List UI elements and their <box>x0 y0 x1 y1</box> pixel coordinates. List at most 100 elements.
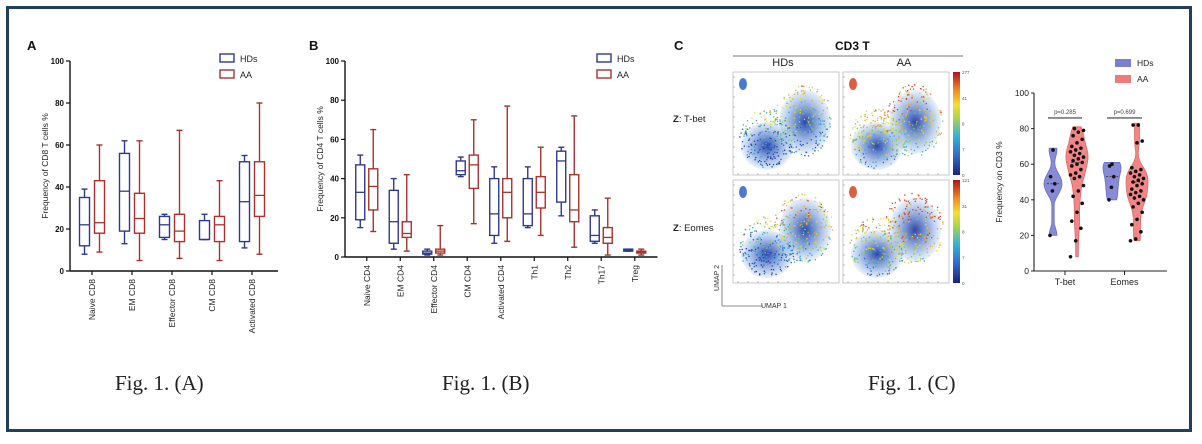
umap-cell-point <box>793 141 796 143</box>
umap-cell-point <box>890 245 892 247</box>
umap-cell-point <box>820 254 823 256</box>
umap-cell-point <box>760 163 762 165</box>
umap-cell-point <box>849 242 851 244</box>
umap-cell-point <box>928 255 930 257</box>
umap-cell-point <box>866 219 869 221</box>
umap-cell-point <box>780 138 782 140</box>
umap-cell-point <box>885 117 887 119</box>
umap-cell-point <box>874 259 877 261</box>
umap-cell-point <box>805 222 808 224</box>
umap-cell-point <box>902 239 905 241</box>
umap-cell-point <box>908 211 911 213</box>
umap-cell-point <box>854 148 856 151</box>
umap-cell-point <box>871 112 873 114</box>
data-point <box>1131 180 1135 184</box>
box-iqr <box>93 179 106 234</box>
umap-cell-point <box>855 153 857 156</box>
box-iqr <box>213 215 226 243</box>
umap-cell-point <box>772 132 775 134</box>
umap-cell-point <box>810 139 812 141</box>
umap-cell-point <box>769 240 772 242</box>
umap-cell-point <box>765 162 768 165</box>
data-point <box>1128 192 1133 197</box>
umap-cell-point <box>899 123 902 125</box>
umap-cell-point <box>750 235 752 238</box>
umap-cell-point <box>889 129 892 132</box>
umap-cell-point <box>785 205 788 207</box>
umap-cell-point <box>753 263 755 265</box>
umap-cell-point <box>805 248 807 250</box>
umap-cell-point <box>889 225 891 227</box>
umap-cell-point <box>932 115 934 118</box>
umap-cell-point <box>817 249 819 251</box>
umap-cell-point <box>823 214 825 216</box>
umap-cell-point <box>775 250 778 252</box>
umap-cell-point <box>857 145 860 148</box>
violin-aa-t-bet <box>1065 126 1089 259</box>
data-point <box>1075 162 1079 166</box>
umap-cell-point <box>756 122 759 125</box>
umap-cell-point <box>789 221 791 223</box>
umap-cell-point <box>812 148 814 150</box>
umap-cell-point <box>768 227 770 229</box>
umap-cell-point <box>905 140 907 142</box>
umap-cell-point <box>882 122 884 124</box>
umap-cell-point <box>904 252 907 254</box>
umap-cell-point <box>784 227 787 229</box>
umap-cell-point <box>789 143 791 146</box>
umap-cell-point <box>766 261 768 263</box>
umap-cell-point <box>870 125 872 127</box>
umap-cell-point <box>886 232 888 235</box>
y-axis-label: Frequency of CD4 T cells % <box>315 106 325 212</box>
data-point <box>1070 164 1074 168</box>
umap-cell-point <box>939 111 941 114</box>
umap-cell-point <box>896 226 898 228</box>
umap-cell-point <box>879 236 882 238</box>
umap-cell-point <box>781 235 783 238</box>
umap-cell-point <box>825 216 828 218</box>
umap-cell-point <box>875 110 877 112</box>
umap-cell-point <box>942 120 944 122</box>
umap-cell-point <box>884 142 886 144</box>
umap-cell-point <box>750 249 753 251</box>
umap-cell-point <box>908 202 911 204</box>
umap-cell-point <box>822 253 824 255</box>
umap-cell-point <box>796 93 799 95</box>
umap-cell-point <box>887 260 889 263</box>
umap-cell-point <box>866 126 868 129</box>
y-tick-label: 0 <box>335 253 340 262</box>
umap-cell-point <box>921 198 923 200</box>
umap-cell-point <box>921 96 923 98</box>
umap-cell-point <box>788 217 790 219</box>
umap-cell-point <box>764 122 767 124</box>
umap-cell-point <box>881 257 883 259</box>
umap-cell-point <box>895 266 897 269</box>
umap-cell-point <box>931 216 933 218</box>
umap-cell-point <box>802 131 804 133</box>
umap-cell-point <box>772 142 774 144</box>
umap-cell-point <box>899 126 901 128</box>
umap-cell-point <box>827 100 829 102</box>
umap-cell-point <box>855 257 857 259</box>
umap-cell-point <box>895 139 897 141</box>
umap-cell-point <box>782 253 784 255</box>
legend-label-aa: AA <box>240 70 252 80</box>
umap-cell-point <box>798 86 800 88</box>
umap-cell-point <box>850 239 853 241</box>
umap-cell-point <box>908 92 910 94</box>
umap-cell-point <box>885 130 887 132</box>
umap-cell-point <box>904 146 906 148</box>
umap-cell-point <box>859 225 862 228</box>
umap-cell-point <box>908 215 910 218</box>
umap-cell-point <box>886 114 889 116</box>
umap-cell-point <box>922 100 925 102</box>
umap-cell-point <box>925 241 927 243</box>
umap-cell-point <box>876 125 879 127</box>
umap-cell-point <box>904 133 906 135</box>
umap-cell-point <box>777 239 779 241</box>
box-iqr <box>489 177 500 237</box>
umap-cell-point <box>861 137 864 139</box>
umap-cell-point <box>877 128 879 131</box>
umap-cell-point <box>884 148 886 150</box>
umap-cell-point <box>933 242 936 245</box>
